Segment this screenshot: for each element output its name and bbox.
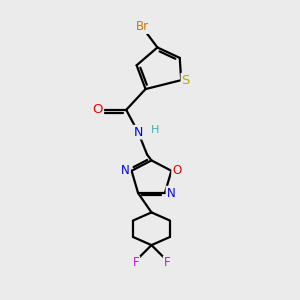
Text: S: S — [182, 74, 190, 87]
Text: N: N — [134, 126, 143, 139]
Text: O: O — [172, 164, 182, 177]
Text: N: N — [121, 164, 130, 177]
Text: F: F — [133, 256, 139, 269]
Text: O: O — [93, 103, 103, 116]
Text: F: F — [164, 256, 170, 269]
Text: H: H — [151, 125, 159, 135]
Text: N: N — [167, 187, 175, 200]
Text: Br: Br — [136, 20, 149, 33]
